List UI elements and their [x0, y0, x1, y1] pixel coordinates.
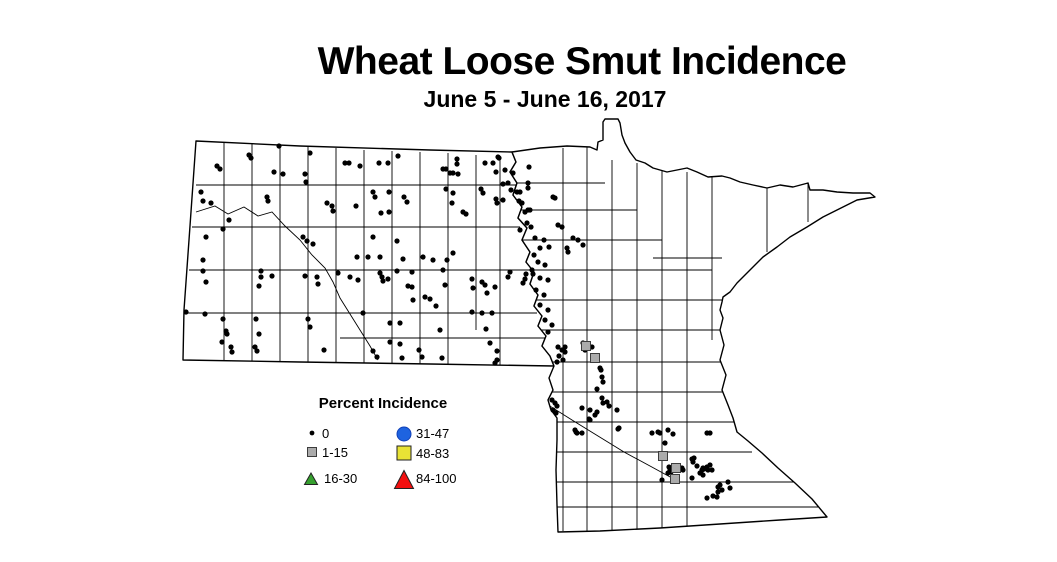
- legend-title: Percent Incidence: [318, 395, 448, 412]
- legend-label-1-15: 1-15: [322, 445, 349, 460]
- legend-marker-0: [309, 430, 315, 436]
- legend-marker-31-47: [396, 426, 412, 442]
- page-subtitle: June 5 - June 16, 2017: [423, 86, 667, 112]
- legend-marker-16-30: [303, 471, 319, 485]
- legend-label-31-47: 31-47: [416, 426, 450, 441]
- state-outlines: [182, 118, 876, 533]
- legend-label-84-100: 84-100: [416, 471, 457, 486]
- legend-label-0: 0: [322, 426, 330, 441]
- legend-label-16-30: 16-30: [324, 471, 358, 486]
- legend-label-48-83: 48-83: [416, 446, 450, 461]
- legend-marker-84-100: [393, 469, 415, 489]
- north-dakota-outline: [182, 140, 555, 367]
- page-title: Wheat Loose Smut Incidence: [317, 40, 847, 83]
- low-incidence-squares: [581, 341, 681, 484]
- minnesota-county-lines: [512, 147, 818, 531]
- legend-markers: [303, 426, 415, 489]
- minnesota-outline: [509, 118, 876, 533]
- legend-marker-1-15: [307, 447, 317, 457]
- zero-incidence-dots: [183, 143, 733, 501]
- legend-marker-48-83: [396, 445, 412, 461]
